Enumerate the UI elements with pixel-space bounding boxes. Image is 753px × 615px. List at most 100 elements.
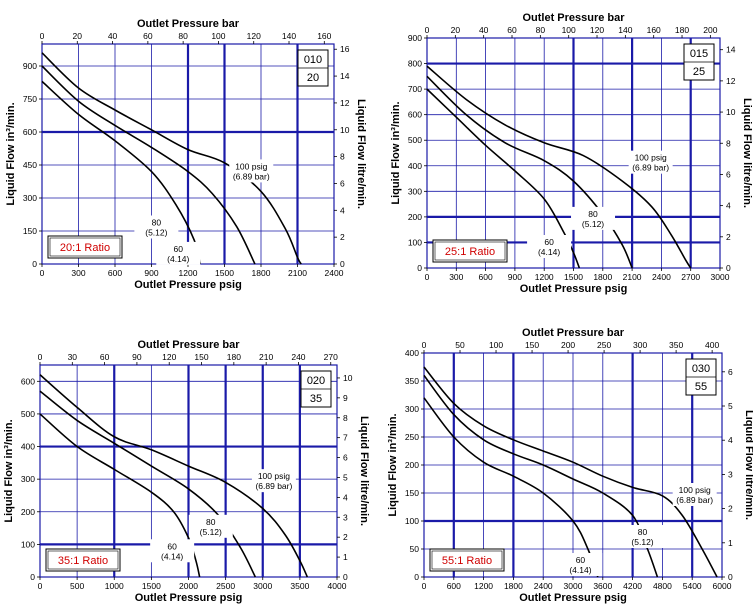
x-tick-label: 300 — [449, 272, 463, 282]
series-label-bg — [672, 483, 717, 506]
top-tick-label: 150 — [194, 352, 208, 362]
x-tick-label: 0 — [38, 581, 43, 591]
series-label: 60 — [576, 555, 586, 565]
y-tick-label: 0 — [32, 259, 37, 269]
x-tick-label: 2400 — [534, 581, 553, 591]
top-tick-label: 20 — [451, 25, 461, 35]
x-tick-label: 1800 — [504, 581, 523, 591]
x-tick-label: 2100 — [623, 272, 642, 282]
x-tick-label: 0 — [425, 272, 430, 282]
series-label-bg — [251, 469, 296, 493]
top-tick-label: 160 — [317, 31, 331, 41]
series-line-80-psig — [41, 65, 256, 265]
x-axis-title: Outlet Pressure psig — [519, 592, 627, 604]
right-axis-title: Liquid Flow litre/min. — [743, 410, 753, 520]
x-tick-label: 600 — [108, 268, 122, 278]
right-tick-label: 10 — [343, 373, 353, 383]
series-label: 60 — [174, 244, 184, 254]
y-tick-label: 600 — [408, 110, 422, 120]
chart-panel-030: 0 600 1200 1800 2400 3000 3600 4200 4800 5400 6000… — [387, 327, 753, 604]
series-label-bg — [527, 235, 572, 258]
series-label: 60 — [544, 237, 554, 247]
right-tick-label: 10 — [340, 125, 350, 135]
y-tick-label: 0 — [417, 263, 422, 273]
series-sublabel: (4.14) — [538, 247, 560, 257]
x-tick-label: 900 — [508, 272, 522, 282]
top-tick-label: 120 — [247, 31, 261, 41]
right-tick-label: 0 — [726, 263, 731, 273]
series-label: 80 — [152, 218, 162, 228]
right-axis-title: Liquid Flow litre/min. — [741, 98, 753, 208]
x-tick-label: 600 — [479, 272, 493, 282]
series-sublabel: (5.12) — [200, 527, 222, 537]
y-tick-label: 100 — [21, 539, 35, 549]
right-tick-label: 5 — [343, 472, 348, 482]
right-tick-label: 9 — [343, 393, 348, 403]
y-tick-label: 300 — [23, 193, 37, 203]
x-tick-label: 3600 — [593, 581, 612, 591]
x-tick-label: 0 — [40, 268, 45, 278]
top-tick-label: 0 — [422, 340, 427, 350]
top-axis-title: Outlet Pressure bar — [137, 339, 240, 351]
series-label-bg — [188, 514, 233, 538]
x-tick-label: 5400 — [683, 581, 702, 591]
series-label-bg — [229, 159, 274, 183]
x-tick-label: 4200 — [623, 581, 642, 591]
y-tick-label: 350 — [405, 376, 419, 386]
ratio-box — [47, 235, 123, 259]
top-tick-label: 140 — [618, 25, 632, 35]
right-tick-label: 4 — [728, 435, 733, 445]
series-label-bg — [571, 206, 616, 230]
model-code: 030 — [692, 363, 710, 375]
x-tick-label: 600 — [447, 581, 461, 591]
ratio-box-inner — [47, 550, 119, 570]
model-size: 25 — [693, 66, 705, 78]
x-axis-title: Outlet Pressure psig — [135, 592, 243, 604]
y-tick-label: 600 — [21, 376, 35, 386]
top-tick-label: 350 — [669, 340, 683, 350]
top-tick-label: 30 — [68, 352, 78, 362]
right-tick-label: 3 — [343, 512, 348, 522]
ratio-label: 35:1 Ratio — [58, 555, 108, 567]
right-tick-label: 6 — [728, 367, 733, 377]
top-axis-title: Outlet Pressure bar — [522, 327, 625, 339]
series-line-100-psig — [423, 366, 718, 578]
top-axis-title: Outlet Pressure bar — [137, 18, 240, 30]
top-tick-label: 60 — [100, 352, 110, 362]
series-line-80-psig — [426, 75, 633, 269]
right-tick-label: 12 — [340, 98, 350, 108]
series-line-80-psig — [39, 390, 257, 578]
series-sublabel: (6.89 bar) — [632, 163, 669, 173]
top-tick-label: 80 — [536, 25, 546, 35]
top-tick-label: 20 — [73, 31, 83, 41]
right-tick-label: 10 — [726, 107, 736, 117]
right-tick-label: 1 — [728, 538, 733, 548]
top-tick-label: 100 — [489, 340, 503, 350]
right-tick-label: 1 — [343, 552, 348, 562]
y-tick-label: 900 — [23, 61, 37, 71]
top-tick-label: 80 — [178, 31, 188, 41]
top-tick-label: 140 — [282, 31, 296, 41]
model-size: 55 — [695, 381, 707, 393]
y-tick-label: 100 — [405, 516, 419, 526]
right-axis-title: Liquid Flow litre/min. — [355, 99, 367, 209]
top-tick-label: 300 — [633, 340, 647, 350]
x-tick-label: 3000 — [253, 581, 272, 591]
right-tick-label: 8 — [340, 152, 345, 162]
series-label: 100 psig — [235, 161, 267, 171]
y-tick-label: 150 — [23, 226, 37, 236]
series-label: 80 — [638, 527, 648, 537]
x-tick-label: 1800 — [593, 272, 612, 282]
series-sublabel: (6.89 bar) — [233, 171, 270, 181]
top-tick-label: 210 — [259, 352, 273, 362]
series-label: 100 psig — [679, 485, 711, 495]
x-tick-label: 3500 — [290, 581, 309, 591]
series-sublabel: (5.12) — [582, 219, 604, 229]
y-tick-label: 0 — [414, 572, 419, 582]
x-tick-label: 2400 — [325, 268, 344, 278]
y-axis-title: Liquid Flow in³/min. — [5, 102, 17, 205]
right-tick-label: 6 — [343, 453, 348, 463]
y-tick-label: 100 — [408, 237, 422, 247]
